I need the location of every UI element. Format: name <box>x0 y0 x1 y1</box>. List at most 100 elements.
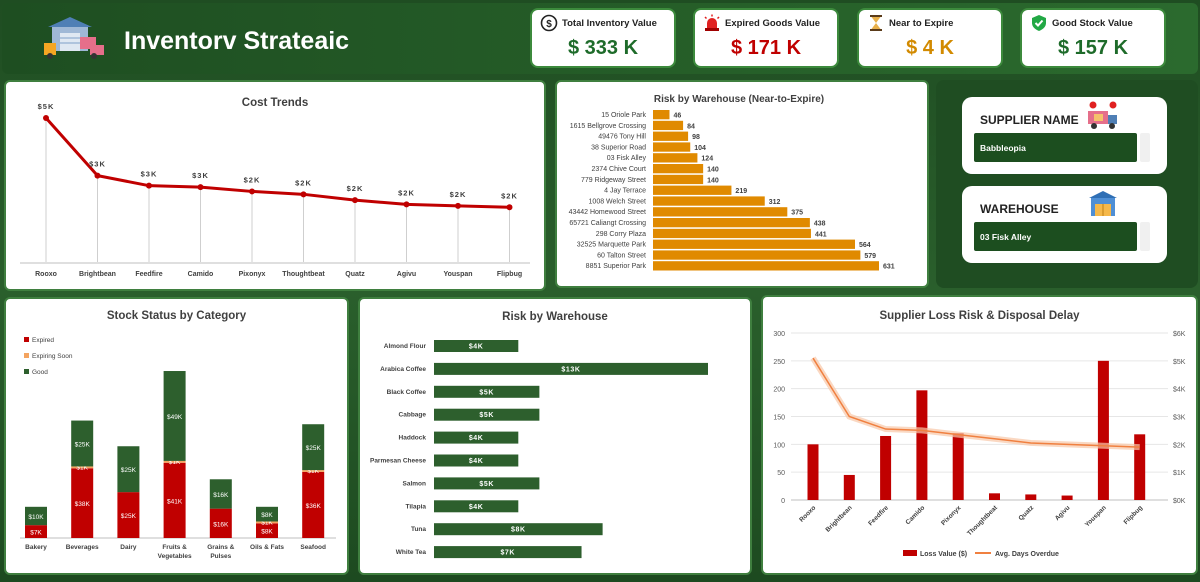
y2-tick-label: $0K <box>1173 498 1186 505</box>
data-label: $16K <box>213 492 229 499</box>
data-label: $13K <box>561 366 580 373</box>
kpi-total-inventory: $ Total Inventory Value $ 333 K <box>530 8 676 68</box>
chart-title: Risk by Warehouse <box>502 311 608 323</box>
cost-trends-chart: $5K Rooxo $3K Brightbean $3K Feedfire $3K Camid… <box>20 102 530 278</box>
near-expire-bar <box>653 261 879 271</box>
y-tick-label: Parmesan Cheese <box>370 458 426 465</box>
cost-point <box>403 201 410 208</box>
x-tick-label: Camido <box>905 504 927 526</box>
kpi-value: $ 171 K <box>730 37 802 59</box>
stock-bar-expired <box>25 525 47 538</box>
y-tick-label: 4 Jay Terrace <box>604 188 646 195</box>
risk-warehouse-chart: Almond Flour $4K Arabica Coffee $13K Black C… <box>370 340 708 559</box>
data-label: $1K <box>261 519 273 526</box>
legend-swatch <box>24 369 29 374</box>
y-tick-label: 1008 Welch Street <box>589 198 647 205</box>
dollar-coin-icon: $ <box>540 14 558 32</box>
risk-warehouse-bar <box>434 408 540 421</box>
slicer-scrollbar[interactable] <box>1140 222 1150 251</box>
x-tick-label: Feedfire <box>135 271 162 278</box>
near-expire-bar <box>653 153 698 163</box>
kpi-near-expire: Near to Expire $ 4 K <box>857 8 1003 68</box>
x-tick-label: Quatz <box>1017 504 1035 522</box>
risk-warehouse-bar <box>434 523 603 536</box>
stock-bar-expired <box>302 471 325 538</box>
data-label: $4K <box>469 344 484 351</box>
stock-bar-good <box>163 371 186 461</box>
x-tick-label: Fruits & <box>162 544 187 551</box>
y-tick-label: 200 <box>773 387 785 394</box>
loss-value-bar <box>989 493 1000 500</box>
y2-tick-label: $5K <box>1173 359 1186 366</box>
data-label: $3K <box>89 160 106 169</box>
data-label: $1K <box>307 468 319 475</box>
hourglass-icon <box>870 15 882 31</box>
shield-check-icon <box>1032 15 1046 31</box>
x-tick-label: Beverages <box>66 544 99 551</box>
x-tick-label: Rooxo <box>35 271 57 278</box>
y-tick-label: 8851 Superior Park <box>586 263 647 270</box>
risk-warehouse-bar <box>434 477 540 490</box>
chart-title: Supplier Loss Risk & Disposal Delay <box>879 310 1080 322</box>
cost-trends-panel: Cost Trends $5K Rooxo $3K Brightbean $3K Feed… <box>4 80 546 291</box>
alarm-siren-icon <box>704 14 720 31</box>
data-label: $4K <box>469 504 484 511</box>
chart-title: Risk by Warehouse (Near-to-Expire) <box>653 94 825 105</box>
cost-point <box>506 204 513 211</box>
x-tick-label: Camido <box>188 271 214 278</box>
x-tick-label: Youspan <box>1084 504 1108 528</box>
kpi-expired-goods: Expired Goods Value $ 171 K <box>693 8 839 68</box>
dashboard-title: Inventorv Strateaic <box>124 27 350 55</box>
data-label: $5K <box>479 481 494 488</box>
x-tick-label: Brightbean <box>79 271 116 278</box>
data-label: 140 <box>707 177 719 184</box>
y-tick-label: 300 <box>773 331 785 338</box>
supplier-loss-panel: Supplier Loss Risk & Disposal Delay 0 50 1… <box>761 295 1198 575</box>
x-tick-label: Flipbug <box>1123 504 1145 526</box>
y-tick-label: 50 <box>777 470 785 477</box>
data-label: $2K <box>501 191 518 200</box>
stock-bar-good <box>117 446 140 493</box>
y-tick-label: 100 <box>773 442 785 449</box>
data-label: 140 <box>707 167 719 174</box>
data-label: $25K <box>121 513 137 520</box>
x-tick-label: Youspan <box>443 271 472 278</box>
x-tick-label: Grains & <box>207 544 234 551</box>
near-expire-bar <box>653 207 788 217</box>
stock-status-chart: Expired Expiring Soon Good $7K $10K Bakery $38… <box>20 337 336 560</box>
cost-point <box>455 202 461 209</box>
data-label: $25K <box>75 441 91 448</box>
kpi-label: Expired Goods Value <box>725 18 821 29</box>
legend-entry: Avg. Days Overdue <box>995 551 1059 558</box>
stock-bar-expiring-soon <box>71 466 94 469</box>
slicer-scrollbar[interactable] <box>1140 133 1150 162</box>
slicer-label: WAREHOUSE <box>980 202 1059 216</box>
warehouse-truck-icon <box>44 17 104 59</box>
kpi-good-stock: Good Stock Value $ 157 K <box>1020 8 1166 68</box>
supplier-selected-item[interactable]: Babbleopia <box>974 133 1137 162</box>
warehouse-slicer[interactable]: WAREHOUSE 03 Fisk Alley <box>962 186 1167 263</box>
warehouse-selected-item[interactable]: 03 Fisk Alley <box>974 222 1137 251</box>
cost-point <box>94 172 101 179</box>
data-label: 631 <box>883 264 895 271</box>
y-tick-label: 250 <box>773 359 785 366</box>
x-tick-label: Quatz <box>345 271 365 278</box>
stock-bar-expired <box>163 462 186 538</box>
y-tick-label: Black Coffee <box>387 389 427 396</box>
data-label: $41K <box>167 498 183 505</box>
risk-warehouse-bar <box>434 500 519 513</box>
stock-bar-good <box>256 506 278 522</box>
near-expire-bar <box>653 250 861 260</box>
legend-swatch <box>903 550 917 556</box>
data-label: $3K <box>192 171 209 180</box>
data-label: $5K <box>479 389 494 396</box>
x-tick-label: Pulses <box>210 553 231 560</box>
risk-warehouse-panel: Risk by Warehouse Almond Flour $4K Arabica… <box>358 297 752 575</box>
x-tick-label: Agivu <box>1054 504 1072 522</box>
supplier-slicer[interactable]: SUPPLIER NAME Babbleopia <box>962 97 1167 174</box>
data-label: $2K <box>450 190 467 199</box>
data-label: $2K <box>347 184 364 193</box>
x-tick-label: Rooxo <box>798 504 817 523</box>
y-tick-label: Arabica Coffee <box>380 366 426 373</box>
risk-warehouse-bar <box>434 385 540 398</box>
